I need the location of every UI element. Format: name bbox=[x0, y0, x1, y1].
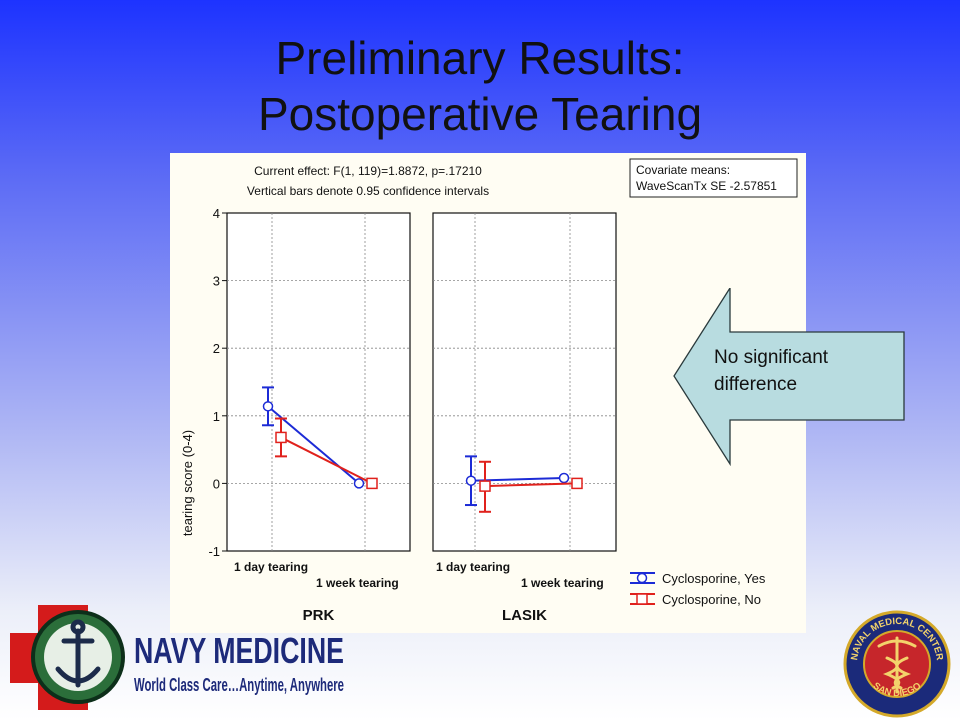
naval-medical-center-seal: NAVAL MEDICAL CENTER SAN DIEGO bbox=[843, 610, 951, 718]
y-tick-label: 4 bbox=[213, 206, 220, 221]
panel-label-lasik: LASIK bbox=[502, 607, 547, 624]
plot-area bbox=[226, 212, 411, 552]
legend-label: Cyclosporine, Yes bbox=[662, 571, 766, 586]
series-line bbox=[280, 436, 373, 485]
slide-title-line2: Postoperative Tearing bbox=[257, 88, 703, 140]
series-line bbox=[484, 482, 578, 488]
callout-text-line2: difference bbox=[714, 374, 798, 395]
callout-arrow bbox=[673, 288, 905, 466]
x-tick-label: 1 week tearing bbox=[521, 576, 604, 590]
y-tick-label: -1 bbox=[208, 544, 220, 559]
series-no-prk bbox=[275, 417, 378, 490]
panel-label-prk: PRK bbox=[303, 607, 335, 624]
x-tick-label: 1 week tearing bbox=[316, 576, 399, 590]
y-tick-label: 1 bbox=[213, 409, 220, 424]
plot-area bbox=[432, 212, 617, 552]
series-yes-lasik bbox=[465, 455, 570, 507]
data-point bbox=[479, 480, 491, 492]
callout-text-line1: No significant bbox=[714, 347, 829, 368]
x-tick-label: 1 day tearing bbox=[436, 560, 510, 574]
chart-panels: PRK 1 day tearing 1 week tearing LASIK 1 day… bbox=[208, 206, 617, 624]
data-point bbox=[465, 475, 477, 486]
data-point bbox=[366, 477, 378, 490]
chart-legend: Cyclosporine, Yes Cyclosporine, No bbox=[630, 571, 766, 607]
panel-lasik: LASIK 1 day tearing 1 week tearing bbox=[432, 212, 617, 624]
y-tick-label: 0 bbox=[213, 476, 220, 491]
y-tick-label: 3 bbox=[213, 274, 220, 289]
series-no-lasik bbox=[479, 460, 583, 513]
y-axis-label: tearing score (0-4) bbox=[180, 430, 195, 536]
legend-label: Cyclosporine, No bbox=[662, 592, 761, 607]
legend-item-no: Cyclosporine, No bbox=[630, 592, 761, 607]
navy-medicine-tagline: World Class Care…Anytime, Anywhere bbox=[134, 675, 344, 695]
data-point bbox=[558, 472, 570, 484]
covariate-line1: Covariate means: bbox=[636, 163, 730, 177]
caduceus-icon bbox=[877, 636, 917, 694]
data-point bbox=[353, 478, 365, 489]
slide-title-line1: Preliminary Results: bbox=[275, 32, 685, 84]
covariate-box: Covariate means: WaveScanTx SE -2.57851 bbox=[629, 158, 798, 198]
y-tick-label: 2 bbox=[213, 341, 220, 356]
anchor-icon bbox=[55, 619, 101, 688]
callout-text: No significant difference bbox=[714, 344, 894, 398]
chart-header-line1: Current effect: F(1, 119)=1.8872, p=.172… bbox=[254, 164, 482, 178]
covariate-line2: WaveScanTx SE -2.57851 bbox=[636, 179, 777, 193]
x-tick-label: 1 day tearing bbox=[234, 560, 308, 574]
legend-item-yes: Cyclosporine, Yes bbox=[630, 571, 766, 586]
legend-marker bbox=[636, 572, 648, 584]
data-point bbox=[275, 431, 287, 444]
chart-header-line2: Vertical bars denote 0.95 confidence int… bbox=[247, 184, 489, 198]
legend-marker bbox=[636, 593, 648, 605]
series-line bbox=[470, 476, 565, 482]
data-point bbox=[571, 477, 583, 490]
navy-medicine-logo: NAVY MEDICINE World Class Care…Anytime, … bbox=[10, 605, 344, 710]
data-point bbox=[262, 401, 274, 412]
panel-prk: PRK 1 day tearing 1 week tearing bbox=[226, 212, 411, 624]
navy-medicine-wordmark: NAVY MEDICINE bbox=[134, 630, 344, 671]
slide-title: Preliminary Results: Postoperative Teari… bbox=[0, 30, 960, 142]
